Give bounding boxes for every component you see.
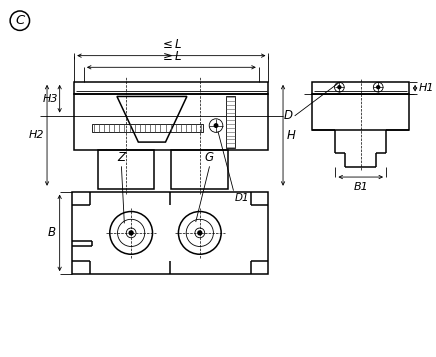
Text: H1: H1 [419, 83, 435, 93]
Bar [74, 82, 269, 95]
Circle shape [214, 124, 218, 127]
Text: D1: D1 [235, 192, 249, 202]
Text: B: B [48, 226, 56, 240]
Bar [226, 96, 235, 148]
Text: H2: H2 [29, 130, 44, 140]
Bar [74, 95, 269, 150]
Circle shape [129, 231, 133, 235]
Text: D: D [284, 109, 293, 122]
Bar [171, 150, 228, 189]
Circle shape [198, 231, 202, 235]
Text: Z: Z [117, 151, 126, 165]
Text: C: C [15, 14, 24, 27]
Bar [72, 192, 269, 274]
Circle shape [377, 86, 380, 89]
Text: $\geq L$: $\geq L$ [160, 50, 183, 64]
Bar [312, 95, 409, 130]
Circle shape [338, 86, 341, 89]
Text: G: G [205, 151, 214, 165]
Bar [98, 150, 154, 189]
Text: H3: H3 [42, 94, 58, 104]
Bar [312, 82, 409, 95]
Polygon shape [117, 96, 187, 142]
Bar [92, 124, 203, 132]
Text: B1: B1 [353, 182, 368, 192]
Text: H: H [287, 129, 296, 142]
Text: $\leq L$: $\leq L$ [160, 38, 183, 51]
